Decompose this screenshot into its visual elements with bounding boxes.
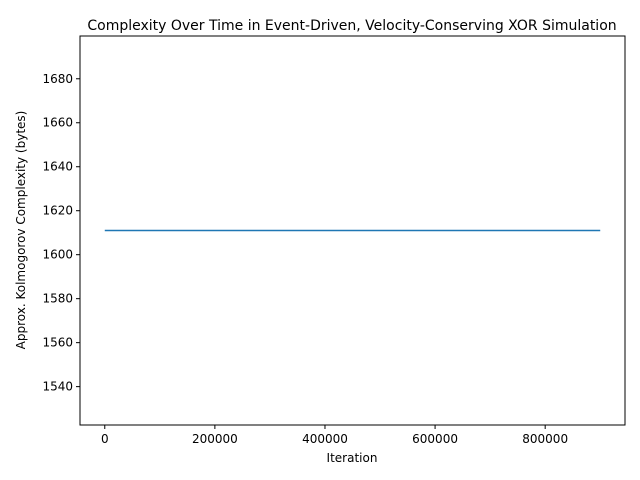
y-tick-label: 1620 (42, 204, 73, 218)
x-axis-label: Iteration (327, 451, 378, 465)
x-axis: 0 200000 400000 600000 800000 (101, 425, 568, 446)
y-tick-label: 1640 (42, 160, 73, 174)
y-tick-label: 1660 (42, 116, 73, 130)
y-tick-label: 1680 (42, 72, 73, 86)
y-tick-label: 1580 (42, 292, 73, 306)
y-tick-label: 1560 (42, 336, 73, 350)
plot-frame (79, 35, 626, 426)
y-tick-label: 1540 (42, 380, 73, 394)
chart-title: Complexity Over Time in Event-Driven, Ve… (87, 18, 616, 34)
x-tick-label: 800000 (522, 432, 568, 446)
x-tick-label: 200000 (192, 432, 238, 446)
y-tick-label: 1600 (42, 248, 73, 262)
y-axis-label: Approx. Kolmogorov Complexity (bytes) (14, 111, 28, 350)
y-axis: 1540 1560 1580 1600 1620 1640 1660 1680 (42, 72, 80, 394)
x-tick-label: 0 (101, 432, 109, 446)
x-tick-label: 600000 (412, 432, 458, 446)
x-tick-label: 400000 (302, 432, 348, 446)
